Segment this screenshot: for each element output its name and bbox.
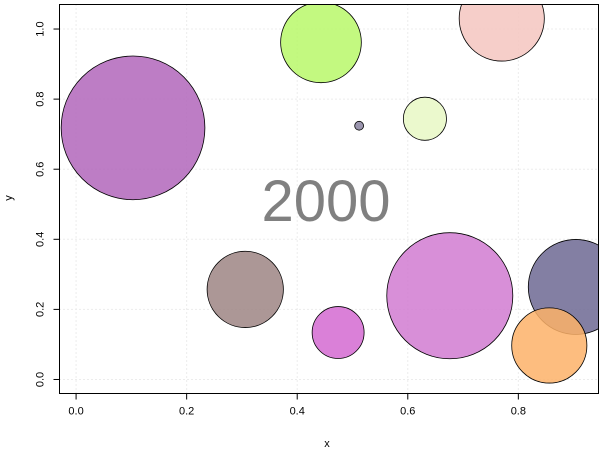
x-tick-label: 0.6 [400, 406, 415, 418]
y-axis-title: y [3, 195, 15, 201]
x-tick-label: 0.0 [68, 406, 83, 418]
y-tick-label: 0.8 [35, 91, 47, 106]
bubble-point [311, 306, 365, 359]
x-tick-label: 0.2 [179, 406, 194, 418]
bubble-point [354, 120, 364, 131]
bubble-point [60, 55, 206, 201]
y-tick-label: 0.6 [35, 162, 47, 177]
bubble-point [206, 250, 284, 328]
bubble-point [280, 4, 362, 84]
bubble-point [511, 307, 588, 384]
y-tick-label: 0.2 [35, 302, 47, 317]
y-axis: 0.0 0.2 0.4 0.6 0.8 1.0 [35, 21, 60, 387]
x-tick-label: 0.4 [290, 406, 305, 418]
x-axis: 0.0 0.2 0.4 0.6 0.8 [68, 393, 526, 418]
bubble-point [458, 4, 545, 62]
bubble-point [386, 232, 514, 360]
x-axis-title: x [324, 438, 330, 450]
y-tick-label: 0.0 [35, 372, 47, 387]
bubbles [60, 4, 599, 384]
year-annotation: 2000 [261, 169, 390, 234]
y-tick-label: 0.4 [35, 232, 47, 247]
y-tick-label: 1.0 [35, 21, 47, 36]
x-tick-label: 0.8 [511, 406, 526, 418]
bubble-point [402, 96, 447, 141]
